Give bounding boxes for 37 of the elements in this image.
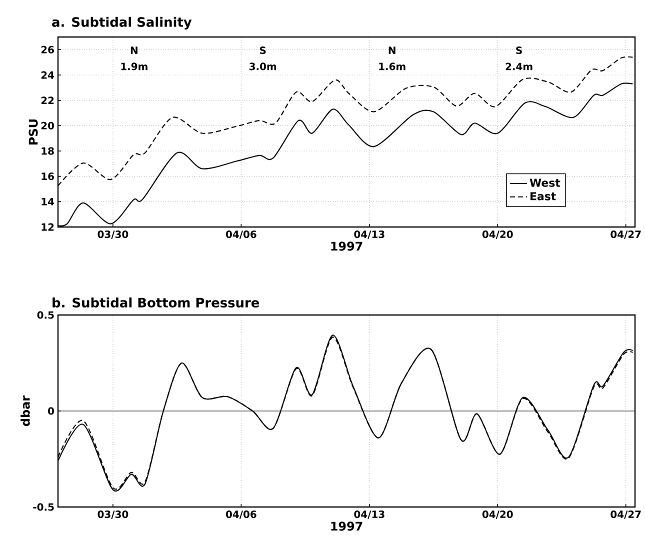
y-tick-label: 20 — [41, 122, 54, 130]
x-tick-label: 04/13 — [354, 230, 384, 239]
x-axis-title: 1997 — [331, 242, 362, 251]
y-tick-label: 18 — [42, 147, 54, 155]
y-tick-label: -0.5 — [33, 503, 54, 511]
x-tick-label: 04/06 — [226, 230, 256, 239]
y-tick-label: 16 — [42, 172, 54, 180]
x-tick-label: 04/20 — [482, 510, 513, 519]
x-tick-label: 04/06 — [226, 510, 256, 519]
y-axis-title: PSU — [28, 120, 38, 144]
annotation: S — [516, 46, 522, 54]
annotation: 1.6m — [379, 62, 406, 70]
x-tick-label: 04/13 — [354, 510, 384, 519]
legend-label: West — [530, 178, 560, 187]
y-tick-label: 22 — [41, 96, 54, 104]
y-axis-title: dbar — [20, 395, 30, 426]
y-tick-label: 12 — [42, 223, 54, 231]
annotation: N — [130, 46, 138, 54]
x-tick-label: 04/20 — [482, 230, 513, 239]
x-tick-label: 04/27 — [610, 510, 641, 519]
y-tick-label: 0 — [48, 407, 54, 415]
x-tick-label: 04/27 — [610, 230, 641, 239]
x-tick-label: 03/30 — [98, 510, 128, 519]
chart-title: a. Subtidal Salinity — [52, 16, 192, 30]
annotation: 1.9m — [121, 62, 148, 70]
y-tick-label: 14 — [42, 198, 54, 206]
chart-title: b. Subtidal Bottom Pressure — [52, 297, 260, 308]
y-tick-label: 24 — [41, 71, 54, 79]
annotation: 2.4m — [506, 62, 532, 70]
legend-label: East — [530, 192, 556, 200]
annotation: N — [388, 46, 396, 54]
y-tick-label: 0.5 — [37, 311, 54, 319]
y-tick-label: 26 — [41, 46, 54, 54]
x-tick-label: 03/30 — [98, 230, 128, 239]
x-axis-title: 1997 — [331, 522, 362, 531]
annotation: 3.0m — [249, 62, 276, 70]
annotation: S — [260, 46, 266, 54]
